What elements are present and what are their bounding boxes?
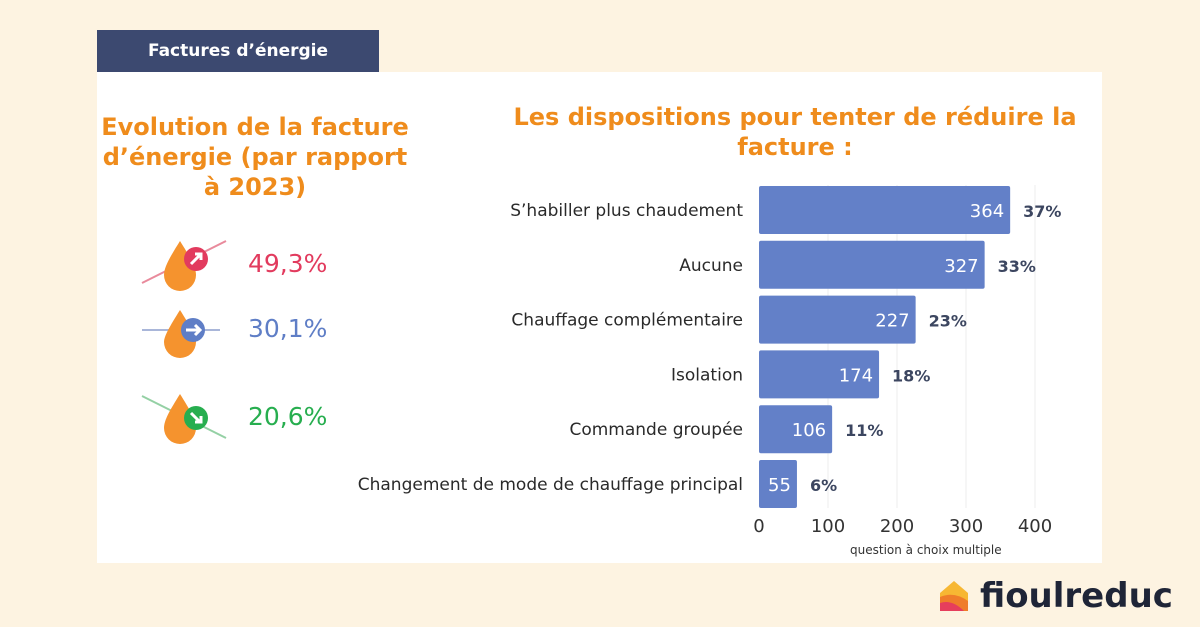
x-tick-label: 400 xyxy=(1018,516,1052,537)
content-panel xyxy=(97,72,1102,563)
brand-logo: fioulreduc xyxy=(938,576,1173,616)
evolution-value: 49,3% xyxy=(248,249,328,278)
category-label: S’habiller plus chaudement xyxy=(510,201,743,221)
x-tick-label: 0 xyxy=(753,516,764,537)
evolution-item-down: 20,6% xyxy=(140,388,360,448)
bar xyxy=(759,186,1011,234)
bar-value-label: 55 xyxy=(768,475,791,496)
category-label: Chauffage complémentaire xyxy=(511,311,743,331)
brand-name: fioulreduc xyxy=(980,576,1173,616)
bar xyxy=(759,405,833,454)
bar-value-label: 364 xyxy=(970,201,1004,222)
bar-value-label: 174 xyxy=(839,365,873,386)
evolution-item-stable: 30,1% xyxy=(140,300,360,360)
bar xyxy=(759,240,985,289)
x-tick-label: 300 xyxy=(949,516,983,537)
bar-percent-label: 37% xyxy=(1023,202,1061,221)
evolution-title: Evolution de la facture d’énergie (par r… xyxy=(101,113,409,201)
x-tick-label: 100 xyxy=(811,516,845,537)
x-axis-label: question à choix multiple xyxy=(850,543,1002,557)
category-label: Aucune xyxy=(679,256,743,276)
oil-drop-arrow-right-icon xyxy=(142,310,220,358)
bar xyxy=(759,295,916,344)
evolution-item-up: 49,3% xyxy=(140,235,360,295)
bar-value-label: 227 xyxy=(875,311,909,332)
bar-value-label: 327 xyxy=(944,256,978,277)
evolution-value: 30,1% xyxy=(248,314,328,343)
bar-percent-label: 18% xyxy=(892,366,930,385)
bar-percent-label: 23% xyxy=(929,312,967,331)
house-logo-icon xyxy=(940,581,968,611)
x-tick-label: 200 xyxy=(880,516,914,537)
category-label: Commande groupée xyxy=(569,420,743,440)
bar-percent-label: 33% xyxy=(998,257,1036,276)
chart-title: Les dispositions pour tenter de réduire … xyxy=(513,103,1077,161)
bar xyxy=(759,460,797,508)
bar-percent-label: 11% xyxy=(845,421,883,440)
bar xyxy=(759,350,880,399)
category-label: Isolation xyxy=(671,365,743,385)
oil-drop-arrow-down-icon xyxy=(141,394,227,444)
bar-value-label: 106 xyxy=(792,420,826,441)
evolution-value: 20,6% xyxy=(248,402,328,431)
oil-drop-arrow-up-icon xyxy=(141,240,227,291)
category-tag: Factures d’énergie xyxy=(97,30,379,72)
bar-percent-label: 6% xyxy=(810,476,837,495)
category-label: Changement de mode de chauffage principa… xyxy=(358,475,743,495)
